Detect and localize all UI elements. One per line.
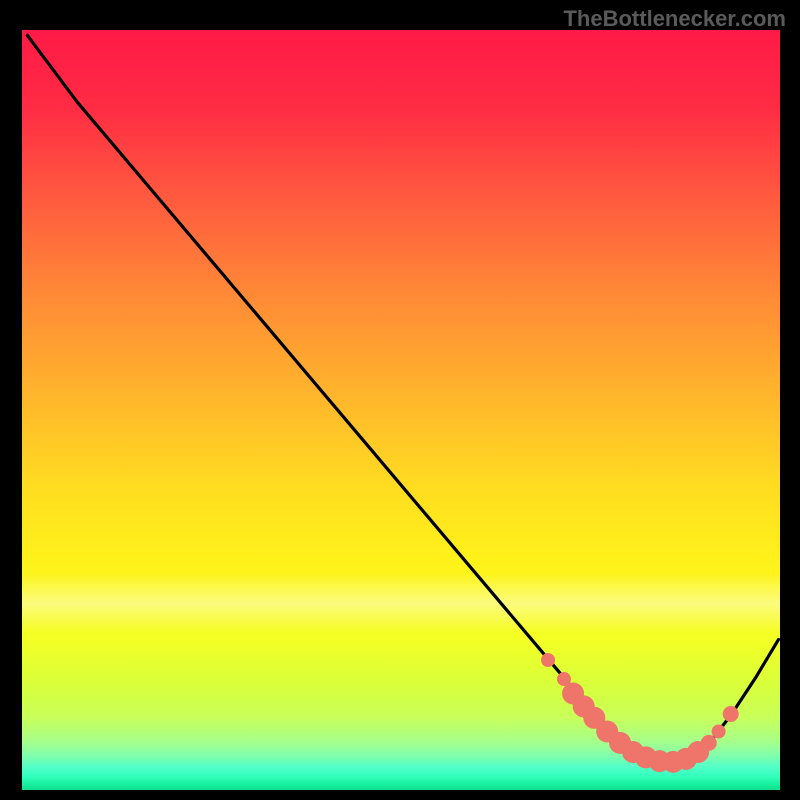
highlight-band xyxy=(22,573,780,632)
marker-point xyxy=(701,735,717,751)
marker-point xyxy=(723,706,739,722)
plot-area xyxy=(22,30,780,790)
marker-point xyxy=(712,724,726,738)
watermark-text: TheBottlenecker.com xyxy=(563,6,786,32)
marker-point xyxy=(541,653,555,667)
gradient-background xyxy=(22,30,780,790)
chart-svg xyxy=(22,30,780,790)
